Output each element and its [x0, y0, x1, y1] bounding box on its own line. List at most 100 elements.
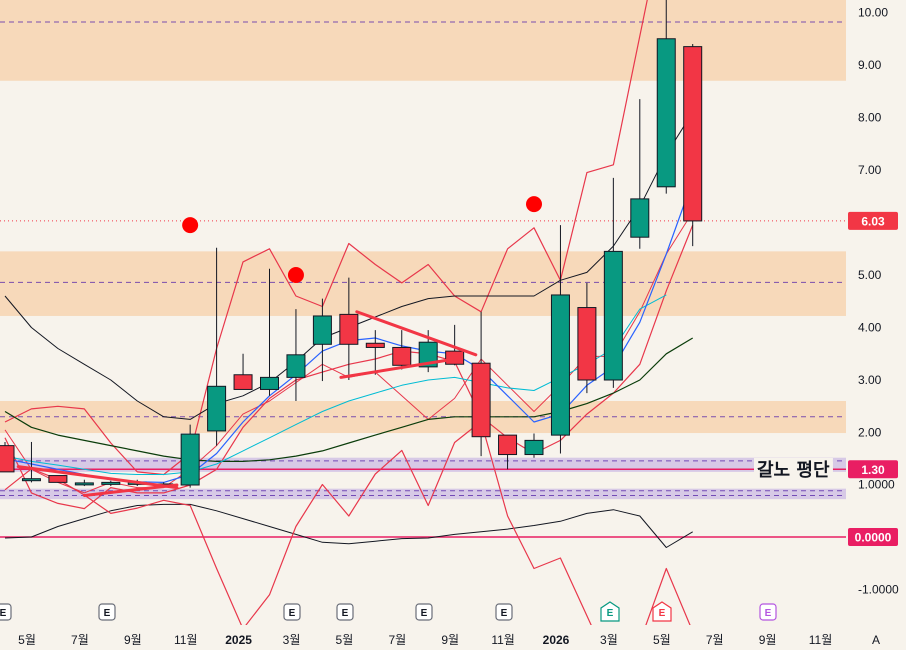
candle[interactable] [312, 298, 332, 382]
zone-band [0, 251, 846, 316]
earnings-event-icon[interactable]: E [0, 603, 12, 621]
price-tick-label: 10.00 [858, 6, 888, 20]
candle-body [233, 374, 253, 390]
time-tick-label: 5월 [653, 633, 671, 647]
candle[interactable] [630, 99, 650, 249]
candle-body [577, 307, 597, 381]
trendline [339, 357, 457, 379]
time-tick-label: 7월 [388, 633, 406, 647]
event-letter: E [0, 608, 7, 619]
zone-band [0, 0, 846, 81]
trendline [82, 483, 179, 497]
price-tick-label: 8.00 [858, 111, 882, 125]
earnings-event-icon[interactable]: E [336, 603, 354, 621]
candle-body [683, 46, 703, 222]
candle[interactable] [603, 177, 623, 388]
trendline [16, 465, 179, 490]
annotation-bg [754, 458, 833, 482]
candle[interactable] [498, 434, 518, 470]
earnings-event-icon[interactable]: E [495, 603, 513, 621]
candle-body [207, 385, 227, 432]
event-letter: E [342, 608, 349, 619]
ma-slow-line [4, 337, 694, 462]
candle-body [498, 434, 518, 456]
event-shape [0, 603, 12, 621]
price-tick-label: 5.00 [858, 268, 882, 282]
earnings-event-icon[interactable]: E [283, 603, 301, 621]
candle-body [21, 478, 41, 482]
event-letter: E [289, 608, 296, 619]
oscillator-value-tag-bg [848, 528, 898, 546]
time-tick-label: 3월 [600, 633, 618, 647]
candle[interactable] [233, 353, 253, 390]
oscillator-tick-label: -1.0000 [858, 583, 899, 597]
earnings-event-icon[interactable]: E [98, 603, 116, 621]
candle[interactable] [418, 330, 438, 373]
earnings-event-icon[interactable]: E [600, 601, 620, 622]
price-tick-label: 3.00 [858, 373, 882, 387]
avg-price-annotation: 갈노 평단 [757, 459, 830, 481]
candle-body [550, 294, 570, 436]
oscillator-tick-label: 1.0000 [858, 478, 895, 492]
candle[interactable] [339, 277, 359, 380]
candle[interactable] [550, 225, 570, 454]
candle[interactable] [207, 247, 227, 446]
candle-body [471, 362, 491, 438]
earnings-event-icon[interactable]: E [415, 603, 433, 621]
candle-body [603, 250, 623, 381]
candle-body [260, 376, 279, 390]
signal-dot [526, 196, 542, 213]
oscillator-signal-line [4, 503, 693, 548]
candle[interactable] [524, 433, 544, 458]
candle[interactable] [101, 480, 121, 487]
oscillator-value-tag-text: 0.0000 [855, 531, 892, 545]
candle[interactable] [286, 309, 306, 401]
candle-body [339, 313, 359, 345]
candle-body [0, 445, 15, 473]
candle[interactable] [260, 268, 279, 396]
candle[interactable] [48, 475, 68, 483]
event-shape [652, 601, 672, 622]
candle-body [392, 346, 412, 366]
time-tick-label: 3월 [283, 633, 301, 647]
candle[interactable] [577, 282, 597, 394]
current-price-tag-bg [848, 211, 898, 230]
candle[interactable] [471, 311, 491, 457]
time-tick-label: 2025 [225, 633, 252, 647]
candle-body [524, 439, 544, 456]
time-tick-label: 11월 [491, 633, 515, 647]
candle[interactable] [392, 330, 412, 370]
event-shape [336, 603, 354, 621]
signal-dot [287, 267, 304, 283]
candle[interactable] [365, 330, 385, 375]
event-letter: E [104, 608, 111, 619]
event-shape [495, 603, 513, 621]
candle-body [286, 354, 306, 378]
candle[interactable] [656, 0, 676, 194]
candle[interactable] [21, 441, 41, 483]
time-tick-label: 9월 [759, 633, 777, 647]
candle-body [656, 38, 676, 188]
candle[interactable] [683, 44, 703, 247]
candle[interactable] [180, 424, 200, 488]
candle-body [365, 342, 385, 348]
candle-body [48, 475, 68, 483]
time-tick-label: 7월 [71, 633, 89, 647]
price-tick-label: 4.00 [858, 321, 882, 335]
time-tick-label: 9월 [441, 633, 459, 647]
event-letter: E [607, 608, 614, 619]
candle[interactable] [0, 441, 15, 473]
event-shape [98, 603, 116, 621]
envelope-upper-line [4, 0, 648, 476]
earnings-event-icon[interactable]: E [652, 601, 672, 622]
time-tick-label: 9월 [124, 633, 142, 647]
auto-scale-button[interactable]: A [872, 633, 880, 647]
current-price-tag-text: 6.03 [861, 214, 885, 228]
earnings-event-icon[interactable]: E [759, 603, 777, 621]
price-tick-label: 7.00 [858, 163, 882, 177]
signal-dot [182, 217, 199, 234]
candle[interactable] [74, 479, 94, 487]
price-tick-label: 9.00 [858, 58, 882, 72]
